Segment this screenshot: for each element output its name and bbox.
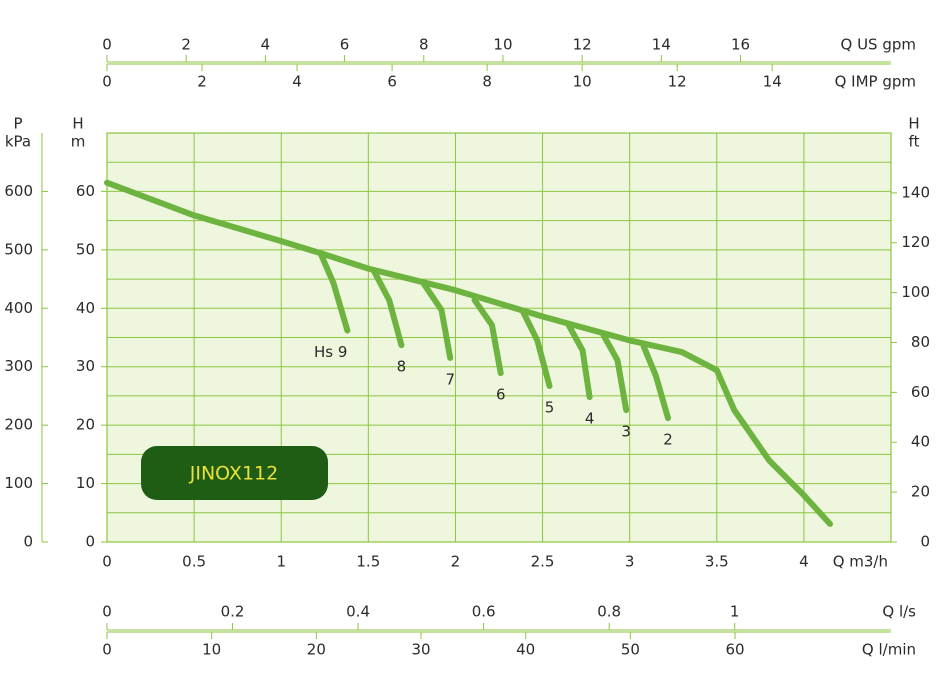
curve-label: 5 [545, 398, 555, 416]
y-tick-label: 30 [76, 357, 95, 375]
flow-tick-label: 0 [102, 641, 112, 659]
y-tick-label: 20 [76, 416, 95, 434]
curve-label: 8 [397, 358, 407, 376]
x-tick-label: 3.5 [705, 553, 729, 571]
x-axis-label: Q m3/h [833, 553, 888, 571]
flow-tick-label: 0.4 [346, 603, 370, 621]
flow-tick-label: 14 [763, 73, 782, 91]
ft-tick-label: 20 [911, 483, 930, 501]
curve-label: 6 [496, 386, 506, 404]
curve-label: 4 [585, 410, 595, 428]
y-tick-label: 50 [76, 240, 95, 258]
flow-tick-label: 4 [292, 73, 302, 91]
ft-tick-label: 100 [901, 283, 930, 301]
flow-axis-label: Q IMP gpm [835, 73, 916, 91]
p-axis-label: P [13, 115, 22, 133]
flow-tick-label: 10 [573, 73, 592, 91]
ft-tick-label: 80 [911, 333, 930, 351]
curve-label: Hs 9 [314, 343, 347, 361]
x-tick-label: 0.5 [182, 553, 206, 571]
flow-tick-label: 14 [652, 36, 671, 54]
flow-tick-label: 0 [102, 603, 112, 621]
flow-tick-label: 6 [340, 36, 350, 54]
ft-tick-label: 60 [911, 383, 930, 401]
pump-curve [421, 281, 454, 361]
x-tick-label: 0 [102, 553, 112, 571]
pump-curve [600, 332, 630, 413]
x-tick-label: 1 [276, 553, 286, 571]
p-tick-label: 300 [4, 357, 33, 375]
flow-tick-label: 0.8 [597, 603, 621, 621]
flow-tick-label: 16 [731, 36, 750, 54]
flow-tick-label: 1 [730, 603, 740, 621]
p-tick-label: 0 [23, 533, 33, 551]
x-tick-label: 1.5 [356, 553, 380, 571]
flow-tick-label: 12 [668, 73, 687, 91]
y-axis-label: H [72, 115, 83, 133]
x-tick-label: 2.5 [531, 553, 555, 571]
flow-axis-label: Q US gpm [841, 36, 917, 54]
curve-label: 2 [663, 431, 673, 449]
pump-curve [318, 252, 351, 334]
y-tick-label: 10 [76, 474, 95, 492]
pump-curve [471, 297, 504, 377]
y-tick-label: 60 [76, 182, 95, 200]
flow-tick-label: 0.6 [472, 603, 496, 621]
x-tick-label: 4 [799, 553, 809, 571]
ft-axis-label: H [908, 115, 919, 133]
p-tick-label: 400 [4, 299, 33, 317]
flow-tick-label: 4 [261, 36, 271, 54]
pump-curve [640, 343, 671, 422]
flow-tick-label: 0 [102, 36, 112, 54]
pump-curve [565, 322, 593, 401]
flow-tick-label: 60 [725, 641, 744, 659]
flow-tick-label: 40 [516, 641, 535, 659]
flow-tick-label: 8 [482, 73, 492, 91]
y-tick-label: 40 [76, 299, 95, 317]
ft-tick-label: 0 [920, 533, 930, 551]
p-tick-label: 600 [4, 182, 33, 200]
flow-tick-label: 10 [493, 36, 512, 54]
flow-tick-label: 0.2 [221, 603, 245, 621]
pump-curve [520, 309, 553, 389]
p-tick-label: 100 [4, 474, 33, 492]
p-tick-label: 200 [4, 416, 33, 434]
y-axis-label: m [71, 133, 86, 151]
flow-tick-label: 50 [621, 641, 640, 659]
flow-tick-label: 6 [387, 73, 397, 91]
pump-curve [370, 267, 405, 349]
curve-label: 3 [621, 422, 631, 440]
p-axis-label: kPa [5, 133, 31, 151]
x-tick-label: 2 [451, 553, 461, 571]
x-tick-label: 3 [625, 553, 635, 571]
model-box [141, 446, 328, 500]
flow-tick-label: 20 [307, 641, 326, 659]
flow-axis-label: Q l/s [882, 603, 916, 621]
flow-tick-label: 0 [102, 73, 112, 91]
ft-tick-label: 140 [901, 183, 930, 201]
ft-tick-label: 120 [901, 233, 930, 251]
flow-tick-label: 10 [202, 641, 221, 659]
flow-tick-label: 12 [573, 36, 592, 54]
model-label: JINOX112 [189, 463, 278, 485]
flow-tick-label: 8 [419, 36, 429, 54]
pump-curve [104, 179, 833, 527]
y-tick-label: 0 [85, 533, 95, 551]
ft-tick-label: 40 [911, 433, 930, 451]
flow-tick-label: 30 [411, 641, 430, 659]
curve-label: 7 [445, 370, 455, 388]
ft-axis-label: ft [909, 133, 920, 151]
p-tick-label: 500 [4, 240, 33, 258]
flow-tick-label: 2 [197, 73, 207, 91]
flow-tick-label: 2 [181, 36, 191, 54]
flow-axis-label: Q l/min [862, 641, 916, 659]
